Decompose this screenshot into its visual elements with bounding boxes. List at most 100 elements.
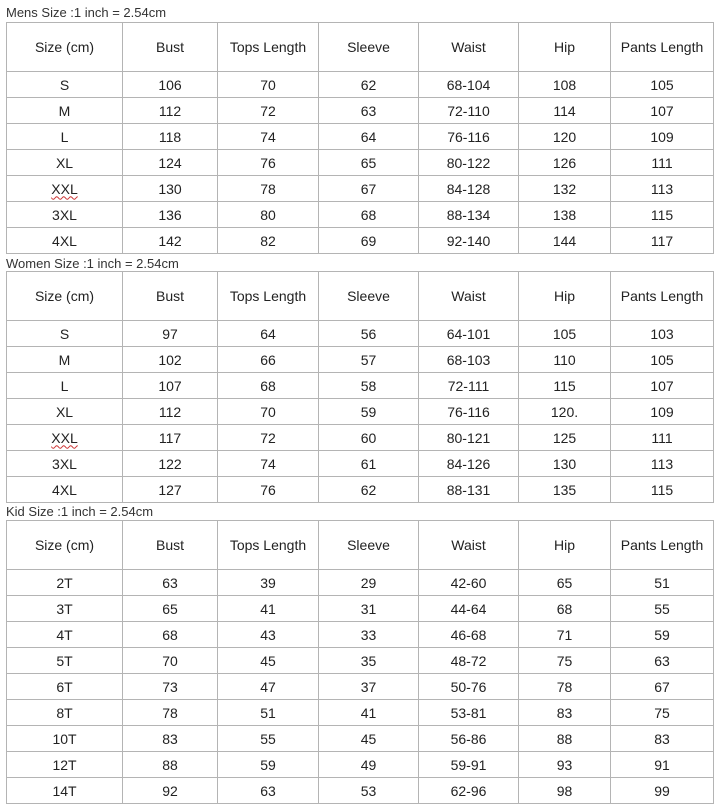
measurement-cell: 74 (217, 450, 319, 477)
measurement-cell: 67 (318, 175, 419, 202)
cell-text: 56-86 (450, 730, 487, 747)
measurement-cell: 62 (318, 71, 419, 98)
cell-text: XL (55, 154, 74, 171)
measurement-cell: 136 (122, 201, 218, 228)
size-cell: L (6, 123, 123, 150)
cell-text: 74 (260, 128, 276, 145)
cell-text: 71 (556, 626, 573, 643)
measurement-cell: 62 (318, 476, 419, 503)
cell-text: 80-122 (446, 154, 491, 171)
cell-text: 62 (360, 76, 377, 93)
cell-text: 12T (52, 756, 77, 773)
measurement-cell: 63 (318, 97, 419, 124)
cell-text: 105 (552, 325, 577, 342)
measurement-cell: 31 (318, 595, 419, 622)
measurement-cell: 102 (122, 346, 218, 373)
cell-text: 124 (158, 154, 182, 171)
cell-text: 68-103 (446, 351, 491, 368)
cell-text: 55 (260, 730, 276, 747)
cell-text: 132 (552, 180, 577, 197)
measurement-cell: 66 (217, 346, 319, 373)
size-cell: XL (6, 398, 123, 425)
size-cell: XXL (6, 175, 123, 202)
measurement-cell: 73 (122, 673, 218, 700)
cell-text: 84-128 (446, 180, 491, 197)
column-header: Hip (518, 271, 611, 321)
column-header: Bust (122, 22, 218, 72)
measurement-cell: 75 (518, 647, 611, 674)
cell-text: L (60, 377, 69, 394)
table-row: S 106 70 62 68-104 108 105 (6, 71, 714, 98)
measurement-cell: 68 (318, 201, 419, 228)
column-header: Tops Length (217, 271, 319, 321)
table-row: XXL 117 72 60 80-121 125 111 (6, 424, 714, 451)
cell-text: 84-126 (446, 455, 491, 472)
cell-text: 88 (162, 756, 178, 773)
table-row: XL 124 76 65 80-122 126 111 (6, 149, 714, 176)
cell-text: 70 (162, 652, 178, 669)
cell-text: 59-91 (450, 756, 487, 773)
measurement-cell: 72 (217, 97, 319, 124)
measurement-cell: 45 (318, 725, 419, 752)
cell-text: 117 (158, 429, 182, 446)
cell-text: 120 (552, 128, 577, 145)
measurement-cell: 105 (610, 346, 714, 373)
header-row: Size (cm) Bust Tops Length Sleeve Waist Hip Pa… (6, 271, 714, 321)
measurement-cell: 115 (610, 201, 714, 228)
cell-text: 83 (162, 730, 178, 747)
measurement-cell: 49 (318, 751, 419, 778)
measurement-cell: 68 (122, 621, 218, 648)
cell-text: 138 (552, 206, 577, 223)
cell-text: 78 (556, 678, 573, 695)
measurement-cell: 78 (122, 699, 218, 726)
cell-text: 10T (52, 730, 77, 747)
cell-text: 83 (556, 704, 573, 721)
measurement-cell: 80-122 (418, 149, 519, 176)
measurement-cell: 106 (122, 71, 218, 98)
measurement-cell: 43 (217, 621, 319, 648)
size-cell: 5T (6, 647, 123, 674)
measurement-cell: 91 (610, 751, 714, 778)
table-row: 3XL 136 80 68 88-134 138 115 (6, 201, 714, 228)
measurement-cell: 41 (318, 699, 419, 726)
cell-text: 64 (360, 128, 377, 145)
size-cell: 10T (6, 725, 123, 752)
women-size-title: Women Size :1 inch = 2.54cm (6, 256, 179, 271)
cell-text: M (58, 102, 71, 119)
measurement-cell: 68-104 (418, 71, 519, 98)
cell-text: 80-121 (446, 429, 491, 446)
cell-text: 57 (360, 351, 377, 368)
size-cell: 3T (6, 595, 123, 622)
cell-text: 59 (260, 756, 276, 773)
measurement-cell: 72-110 (418, 97, 519, 124)
measurement-cell: 69 (318, 227, 419, 254)
cell-text: 47 (260, 678, 276, 695)
column-header: Waist (418, 520, 519, 570)
cell-text: 80 (260, 206, 276, 223)
measurement-cell: 68-103 (418, 346, 519, 373)
cell-text: 107 (650, 102, 674, 119)
measurement-cell: 59-91 (418, 751, 519, 778)
measurement-cell: 126 (518, 149, 611, 176)
measurement-cell: 65 (318, 149, 419, 176)
measurement-cell: 88-134 (418, 201, 519, 228)
size-cell: M (6, 97, 123, 124)
kid-size-title: Kid Size :1 inch = 2.54cm (6, 504, 154, 519)
cell-text: 135 (552, 481, 577, 498)
table-row: 3T 65 41 31 44-64 68 55 (6, 595, 714, 622)
cell-text: 72-111 (447, 377, 490, 394)
header-row: Size (cm) Bust Tops Length Sleeve Waist Hip Pa… (6, 22, 714, 72)
measurement-cell: 56-86 (418, 725, 519, 752)
cell-text: 93 (556, 756, 573, 773)
cell-text: 4XL (52, 232, 77, 249)
column-header: Pants Length (610, 271, 714, 321)
cell-text: 112 (158, 403, 182, 420)
cell-text: 35 (360, 652, 377, 669)
measurement-cell: 142 (122, 227, 218, 254)
cell-text: 60 (360, 429, 377, 446)
cell-text: 130 (552, 455, 577, 472)
column-header: Hip (518, 520, 611, 570)
measurement-cell: 127 (122, 476, 218, 503)
table-row: 3XL 122 74 61 84-126 130 113 (6, 450, 714, 477)
measurement-cell: 130 (122, 175, 218, 202)
